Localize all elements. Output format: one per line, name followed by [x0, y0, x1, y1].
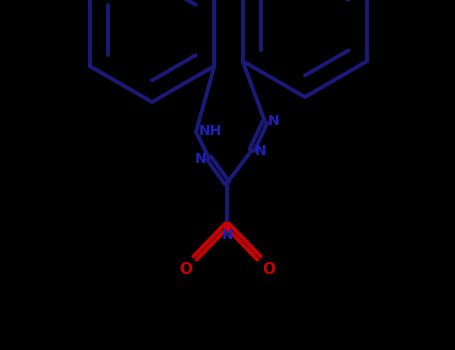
Text: NH: NH — [199, 124, 222, 138]
Text: N: N — [255, 144, 267, 158]
Text: N: N — [222, 228, 234, 242]
Text: O: O — [262, 262, 275, 277]
Text: N: N — [268, 114, 280, 128]
Text: O: O — [179, 262, 192, 277]
Text: N: N — [194, 152, 206, 166]
